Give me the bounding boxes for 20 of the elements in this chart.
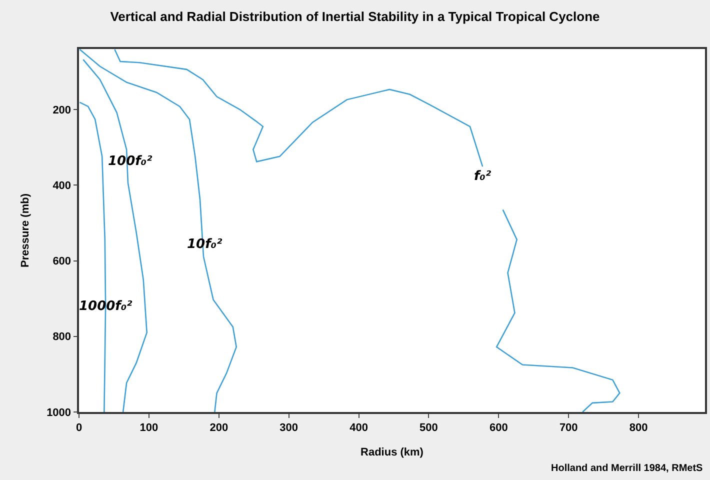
y-tick-label: 200 (52, 104, 72, 116)
x-tick-label: 0 (76, 422, 82, 434)
chart-title: Vertical and Radial Distribution of Inertial Stability in a Typical Tropical Cyclone (110, 9, 600, 24)
line-series (79, 49, 238, 412)
x-tick-label: 300 (280, 422, 298, 434)
text: Holland and Merrill 1984, RMetS (551, 463, 704, 474)
y-tick-label: 400 (52, 180, 72, 192)
annotation: f₀² (474, 169, 492, 184)
y-axis-title: Pressure (mb) (20, 193, 32, 268)
x-tick-label: 800 (629, 422, 648, 434)
y-tick-label: 600 (52, 256, 72, 268)
y-tick-label: 800 (52, 331, 72, 344)
x-axis-title: Radius (km) (360, 446, 424, 459)
x-tick-label: 600 (489, 422, 508, 434)
x-tick-label: 400 (350, 422, 368, 434)
x-tick-label: 500 (420, 422, 438, 434)
x-tick-label: 700 (559, 422, 578, 434)
y-tick-label: 1000 (46, 406, 72, 419)
x-tick-label: 100 (140, 422, 158, 434)
x-tick-label: 200 (210, 422, 228, 434)
